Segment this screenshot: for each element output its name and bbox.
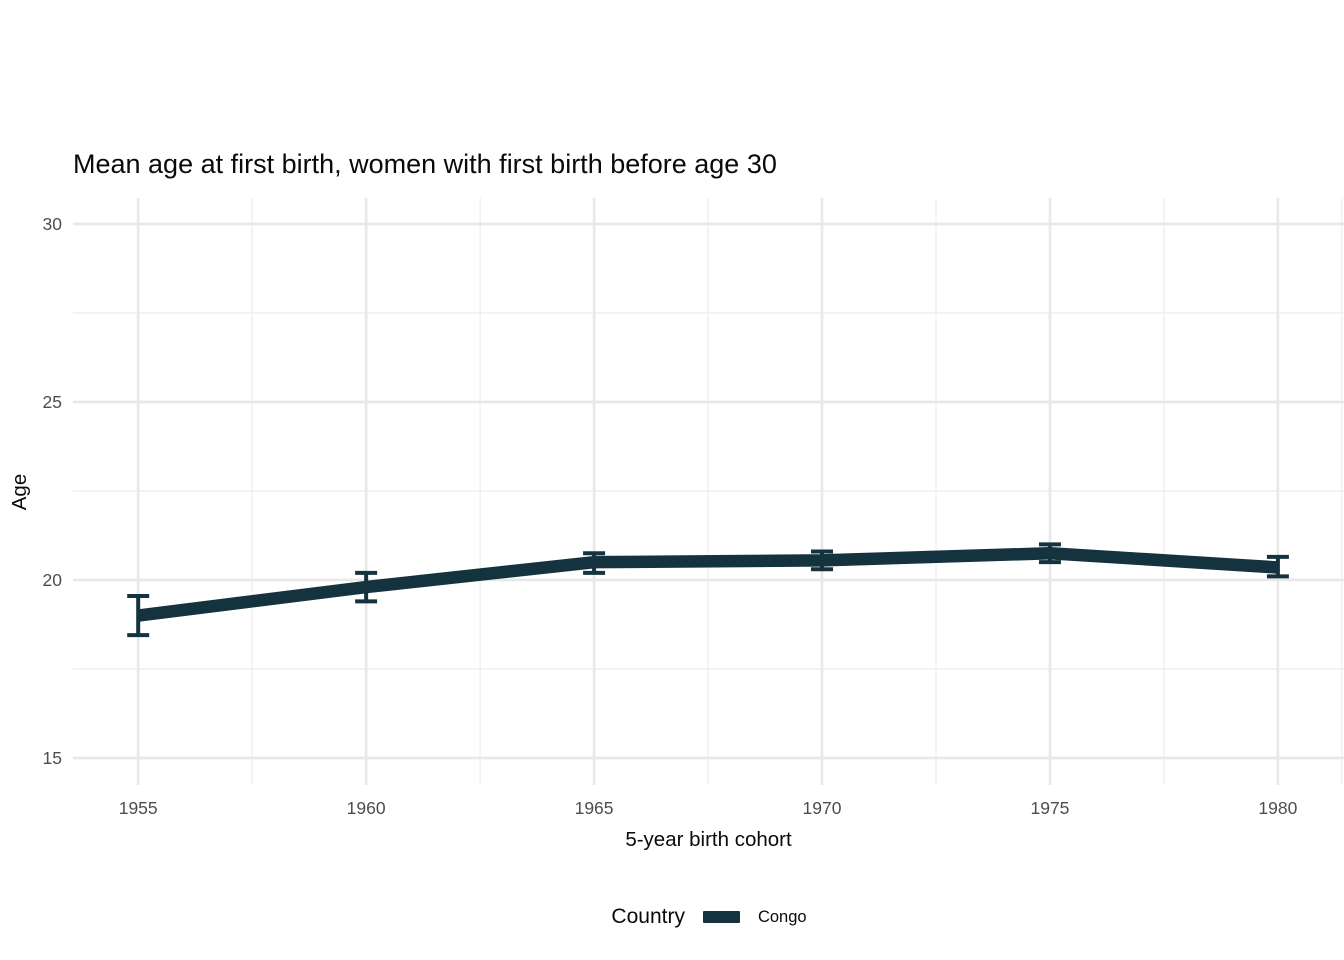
x-tick-label: 1955 [119,798,158,818]
x-tick-label: 1975 [1030,798,1069,818]
y-tick-label: 25 [43,392,62,412]
x-tick-label: 1960 [347,798,386,818]
legend-swatch-congo [702,911,740,923]
legend-title: Country [611,905,685,928]
x-tick-label: 1970 [803,798,842,818]
y-tick-label: 30 [43,214,63,234]
x-tick-label: 1965 [575,798,614,818]
chart-title: Mean age at first birth, women with firs… [73,149,777,179]
y-tick-label: 15 [43,748,62,768]
x-axis-title: 5-year birth cohort [625,828,792,851]
y-tick-label: 20 [43,570,63,590]
series-line-congo [137,547,1279,622]
legend-label-congo: Congo [757,907,807,926]
y-axis-title: Age [8,473,31,511]
x-tick-label: 1980 [1258,798,1297,818]
legend: Country Congo [0,905,1344,929]
